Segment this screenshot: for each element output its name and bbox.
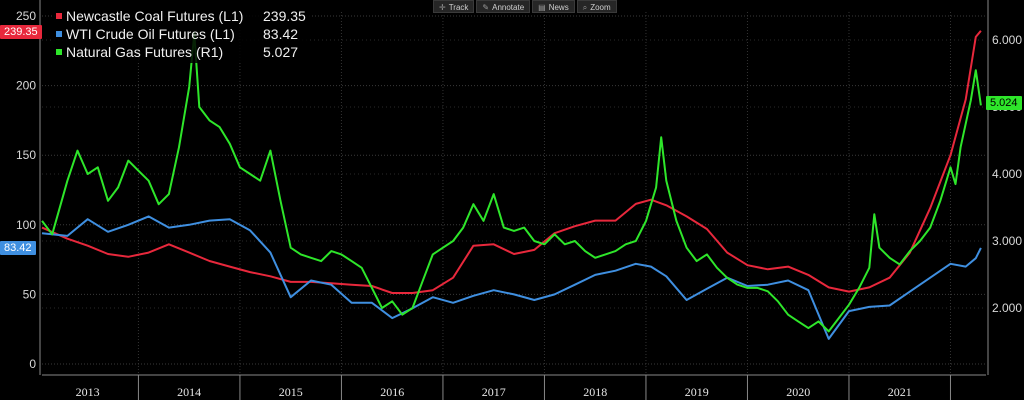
- legend-oil-name: WTI Crude Oil Futures (L1): [66, 26, 235, 42]
- news-button[interactable]: ▤ News: [532, 0, 575, 13]
- legend-item-coal[interactable]: Newcastle Coal Futures (L1) 239.35: [56, 7, 306, 25]
- gas-swatch: [56, 49, 62, 55]
- y-left-tick-250: 250: [16, 9, 36, 23]
- y-right-tick-1: 3.000: [992, 234, 1022, 248]
- x-tick-2016: 2016: [380, 385, 404, 399]
- legend-item-oil[interactable]: WTI Crude Oil Futures (L1) 83.42: [56, 25, 306, 43]
- x-tick-2020: 2020: [786, 385, 810, 399]
- zoom-icon: ⌕: [582, 3, 588, 12]
- legend-gas-name: Natural Gas Futures (R1): [66, 44, 224, 60]
- legend-coal-value: 239.35: [263, 8, 306, 24]
- y-left-tick-150: 150: [16, 148, 36, 162]
- y-right-tick-0: 2.000: [992, 301, 1022, 315]
- y-left-tick-100: 100: [16, 218, 36, 232]
- oil-swatch: [56, 31, 62, 37]
- y-left-tick-200: 200: [16, 79, 36, 93]
- news-icon: ▤: [538, 3, 546, 12]
- x-tick-2021: 2021: [888, 385, 912, 399]
- legend-oil-value: 83.42: [263, 26, 299, 42]
- chart-legend: Newcastle Coal Futures (L1) 239.35 WTI C…: [52, 6, 310, 63]
- legend-gas-value: 5.027: [263, 44, 299, 60]
- legend-coal-name: Newcastle Coal Futures (L1): [66, 8, 244, 24]
- x-tick-2019: 2019: [685, 385, 709, 399]
- y-left-tick-0: 0: [29, 357, 36, 371]
- annotate-label: Annotate: [492, 3, 525, 12]
- y-right-tick-2: 4.000: [992, 167, 1022, 181]
- x-tick-2015: 2015: [279, 385, 303, 399]
- x-tick-2018: 2018: [583, 385, 607, 399]
- coal-swatch: [56, 13, 62, 19]
- track-label: Track: [448, 3, 469, 12]
- chart-toolbar: ✛ Track ✎ Annotate ▤ News ⌕ Zoom: [433, 0, 617, 13]
- y-left-tick-50: 50: [23, 287, 37, 301]
- oil-last-price-badge: 83.42: [0, 241, 36, 255]
- coal-series-line: [41, 30, 982, 294]
- y-right-tick-4: 6.000: [992, 33, 1022, 47]
- x-tick-2014: 2014: [177, 385, 201, 399]
- track-button[interactable]: ✛ Track: [433, 0, 475, 13]
- legend-item-gas[interactable]: Natural Gas Futures (R1) 5.027: [56, 43, 306, 61]
- x-tick-2017: 2017: [482, 385, 506, 399]
- crosshair-icon: ✛: [439, 3, 446, 12]
- coal-last-price-badge: 239.35: [0, 25, 42, 39]
- x-tick-2013: 2013: [76, 385, 100, 399]
- zoom-button[interactable]: ⌕ Zoom: [576, 0, 617, 13]
- zoom-label: Zoom: [590, 3, 611, 12]
- annotate-icon: ✎: [482, 3, 490, 12]
- oil-series-line: [41, 215, 982, 340]
- news-label: News: [548, 3, 569, 12]
- gas-last-price-badge: 5.024: [986, 96, 1022, 110]
- annotate-button[interactable]: ✎ Annotate: [476, 0, 531, 13]
- gas-series-line: [41, 32, 982, 333]
